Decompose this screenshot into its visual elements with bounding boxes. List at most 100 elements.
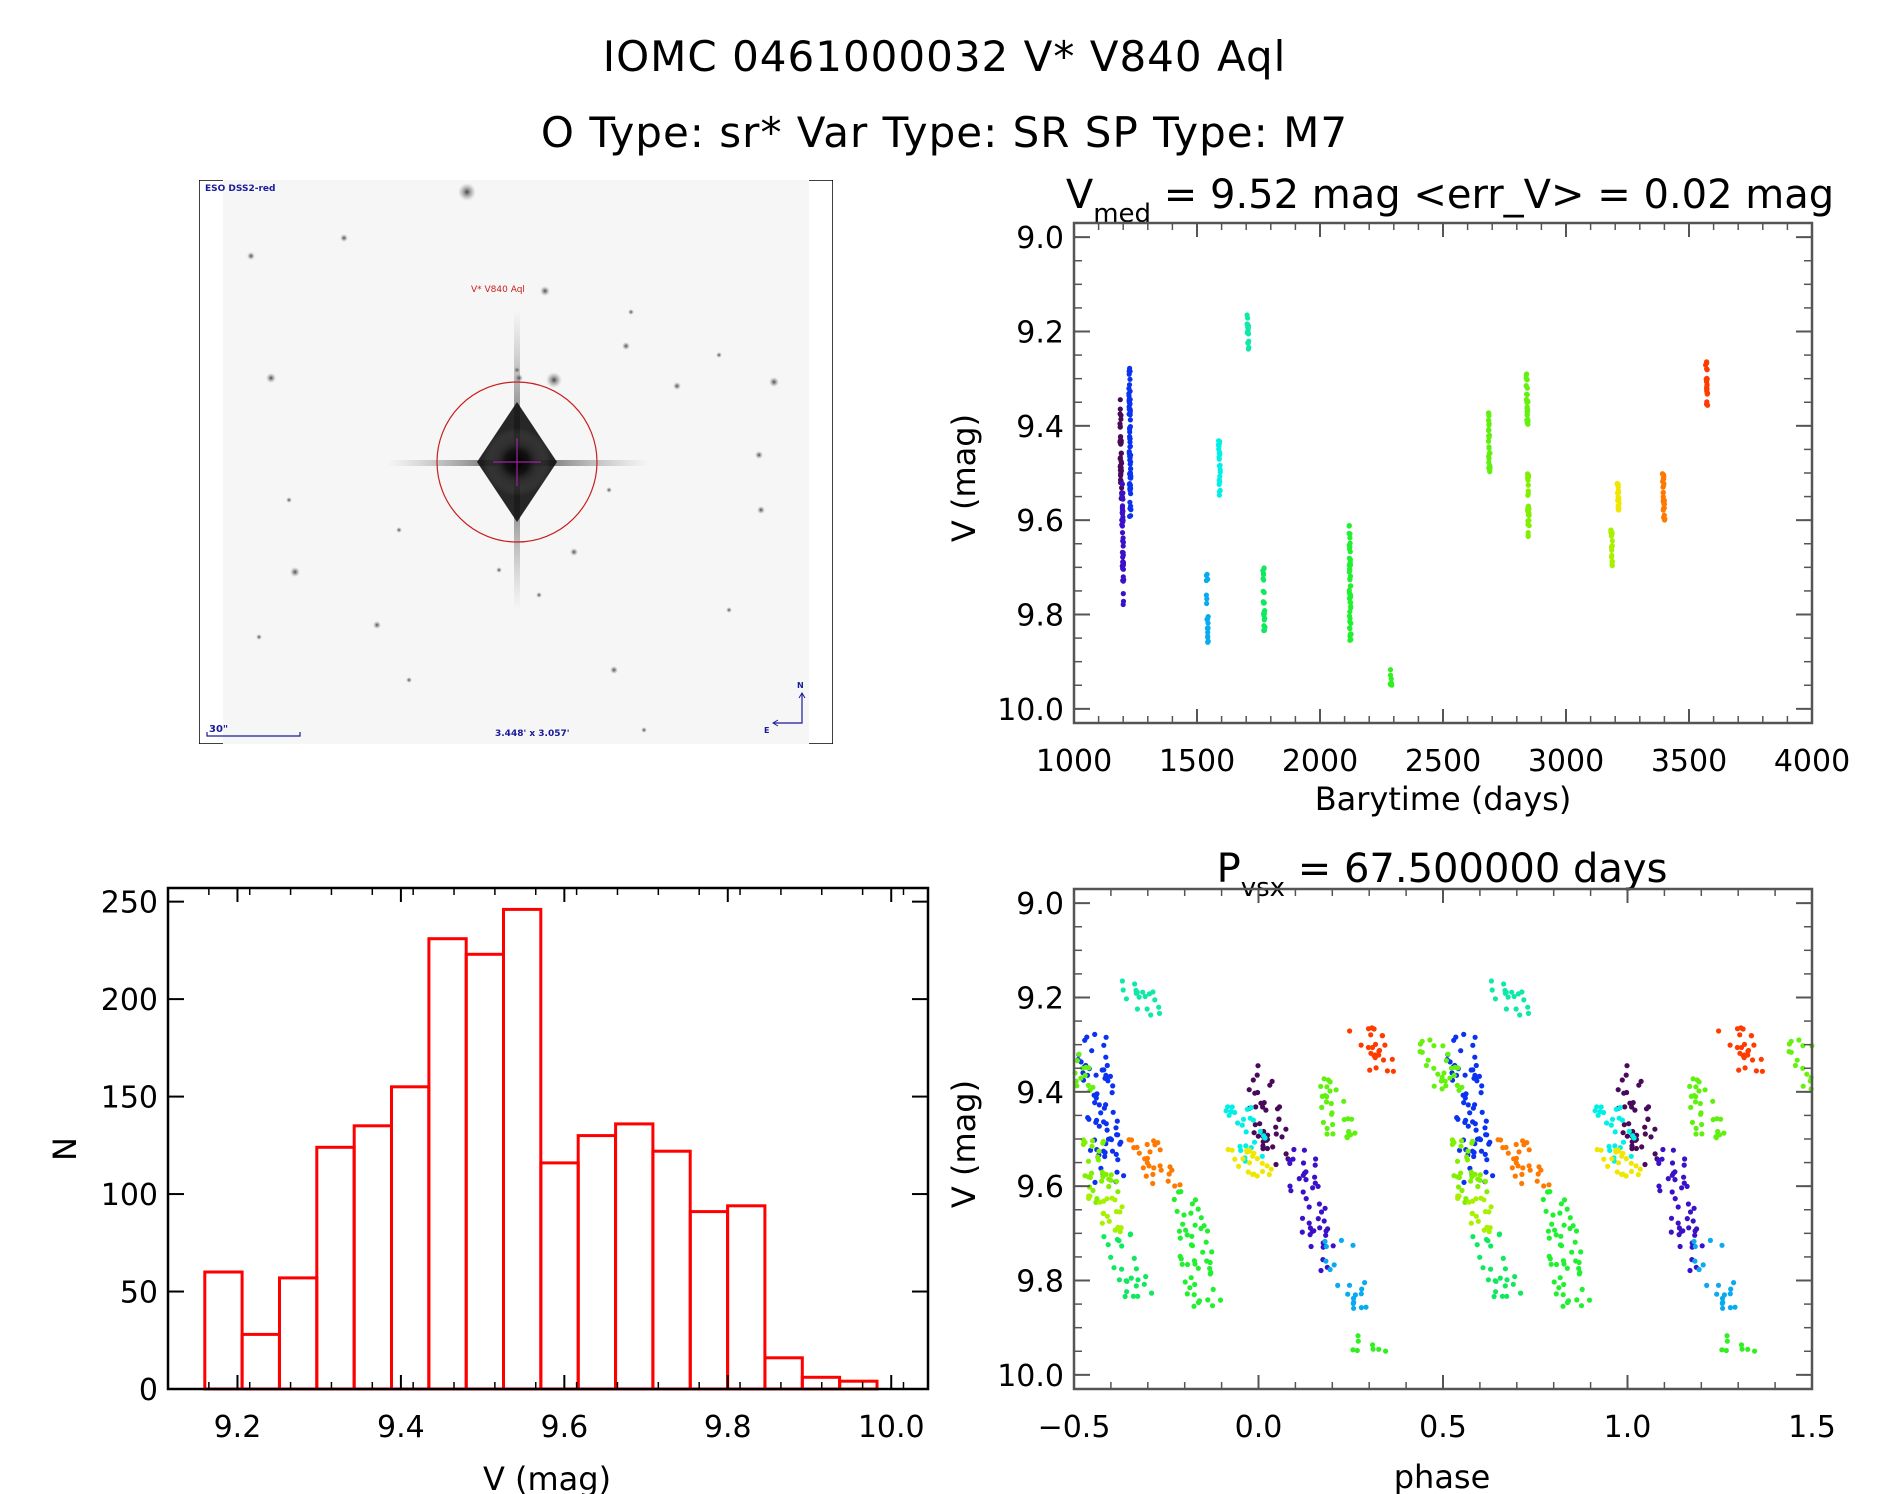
phased-point bbox=[1258, 1100, 1264, 1106]
phased-point bbox=[1101, 1042, 1107, 1048]
target-label: V* V840 Aql bbox=[471, 285, 525, 295]
phased-point bbox=[1367, 1067, 1373, 1073]
target-circle bbox=[436, 381, 598, 543]
phased-point bbox=[1511, 993, 1517, 1000]
phased-point bbox=[1330, 1243, 1336, 1249]
phased-point bbox=[1204, 1228, 1211, 1234]
phased-point bbox=[1150, 1171, 1156, 1177]
phased-point bbox=[1259, 1160, 1265, 1166]
x-tick-label: 9.8 bbox=[704, 1410, 752, 1445]
phased-point bbox=[1092, 1031, 1098, 1037]
phased-point bbox=[1166, 1171, 1172, 1177]
phased-ylabel: V (mag) bbox=[945, 1080, 983, 1208]
phased-point bbox=[1524, 1140, 1530, 1146]
phased-point bbox=[1549, 1221, 1555, 1227]
phased-point bbox=[1365, 1044, 1371, 1051]
phased-point bbox=[1203, 1239, 1209, 1245]
phased-point bbox=[1144, 1006, 1150, 1012]
phased-point bbox=[1358, 1291, 1364, 1297]
phased-point bbox=[1254, 1156, 1260, 1162]
phased-point bbox=[1308, 1243, 1314, 1250]
phased-plot: Pvsx = 67.500000 days −0.5 0.0 0.5 1.0 1.5 9.… bbox=[945, 846, 1836, 1494]
phased-point bbox=[1167, 1164, 1173, 1170]
phased-point bbox=[1724, 1333, 1730, 1339]
lightcurve-point bbox=[1704, 366, 1710, 372]
phased-point bbox=[1535, 1171, 1541, 1177]
compass-east-label: E bbox=[764, 726, 769, 735]
phased-point bbox=[1322, 1205, 1328, 1211]
phased-point bbox=[1619, 1117, 1625, 1123]
phased-point bbox=[1681, 1162, 1687, 1168]
field-star bbox=[610, 666, 618, 674]
lightcurve-point bbox=[1486, 444, 1492, 450]
phased-point bbox=[1557, 1275, 1563, 1281]
histogram-bar bbox=[651, 1149, 692, 1391]
lightcurve-point bbox=[1127, 444, 1133, 450]
phased-point bbox=[1101, 1067, 1107, 1073]
phased-point bbox=[1268, 1166, 1274, 1172]
phased-point bbox=[1576, 1259, 1582, 1266]
phased-point bbox=[1192, 1222, 1198, 1228]
lightcurve-point bbox=[1609, 552, 1615, 558]
phased-point bbox=[1707, 1237, 1713, 1243]
phased-point bbox=[1417, 1049, 1423, 1055]
phased-point bbox=[1189, 1233, 1195, 1239]
phased-point bbox=[1229, 1104, 1235, 1110]
phased-point bbox=[1132, 981, 1138, 987]
phased-point bbox=[1355, 1338, 1361, 1344]
phased-point bbox=[1423, 1062, 1429, 1069]
phased-point bbox=[1074, 1083, 1080, 1089]
phased-point bbox=[1510, 1281, 1516, 1287]
phased-point bbox=[1454, 1158, 1461, 1164]
phased-point bbox=[1628, 1153, 1634, 1159]
lightcurve-point bbox=[1348, 583, 1354, 589]
phased-point bbox=[1352, 1130, 1358, 1136]
field-star bbox=[266, 373, 276, 383]
phased-point bbox=[1255, 1133, 1261, 1139]
phased-point bbox=[1469, 1174, 1475, 1180]
phased-point bbox=[1482, 1125, 1488, 1131]
lightcurve-point bbox=[1126, 391, 1132, 397]
phased-point bbox=[1100, 1148, 1107, 1154]
phased-point bbox=[1550, 1212, 1556, 1218]
lightcurve-point bbox=[1660, 490, 1666, 496]
phased-point bbox=[1612, 1129, 1618, 1135]
phased-point bbox=[1100, 1210, 1106, 1217]
phased-point bbox=[1122, 1293, 1128, 1300]
phased-point bbox=[1177, 1235, 1183, 1241]
phased-point bbox=[1484, 1157, 1490, 1163]
histogram-xlabel: V (mag) bbox=[483, 1460, 611, 1494]
phased-point bbox=[1187, 1285, 1193, 1291]
phased-point bbox=[1089, 1138, 1096, 1144]
phased-point bbox=[1307, 1232, 1313, 1238]
y-tick-label: 9.8 bbox=[1016, 599, 1064, 634]
histogram-bar bbox=[390, 1085, 431, 1391]
phased-point bbox=[1613, 1106, 1619, 1112]
phased-point bbox=[1691, 1205, 1697, 1211]
phased-point bbox=[1131, 1255, 1137, 1261]
phased-point bbox=[1639, 1144, 1645, 1150]
phased-point bbox=[1325, 1226, 1331, 1232]
phased-point bbox=[1425, 1057, 1431, 1063]
phased-point bbox=[1319, 1104, 1325, 1110]
phased-point bbox=[1721, 1130, 1727, 1136]
phased-point bbox=[1594, 1146, 1600, 1153]
phased-point bbox=[1157, 1163, 1163, 1169]
lightcurve-point bbox=[1203, 577, 1209, 584]
phased-point bbox=[1689, 1119, 1695, 1125]
lightcurve-point bbox=[1347, 576, 1353, 582]
phased-point bbox=[1578, 1303, 1585, 1309]
phased-point bbox=[1699, 1121, 1705, 1128]
phased-point bbox=[1619, 1153, 1625, 1159]
phased-point bbox=[1165, 1178, 1171, 1184]
phased-point bbox=[1237, 1143, 1243, 1150]
phased-point bbox=[1668, 1215, 1675, 1221]
phased-point bbox=[1694, 1077, 1700, 1083]
phased-point bbox=[1598, 1147, 1604, 1153]
lightcurve-point bbox=[1118, 473, 1124, 479]
phased-point bbox=[1745, 1346, 1751, 1352]
y-tick-label: 9.8 bbox=[1016, 1265, 1064, 1300]
phased-point bbox=[1796, 1037, 1802, 1043]
phased-point bbox=[1133, 990, 1139, 996]
phased-point bbox=[1146, 1163, 1152, 1169]
